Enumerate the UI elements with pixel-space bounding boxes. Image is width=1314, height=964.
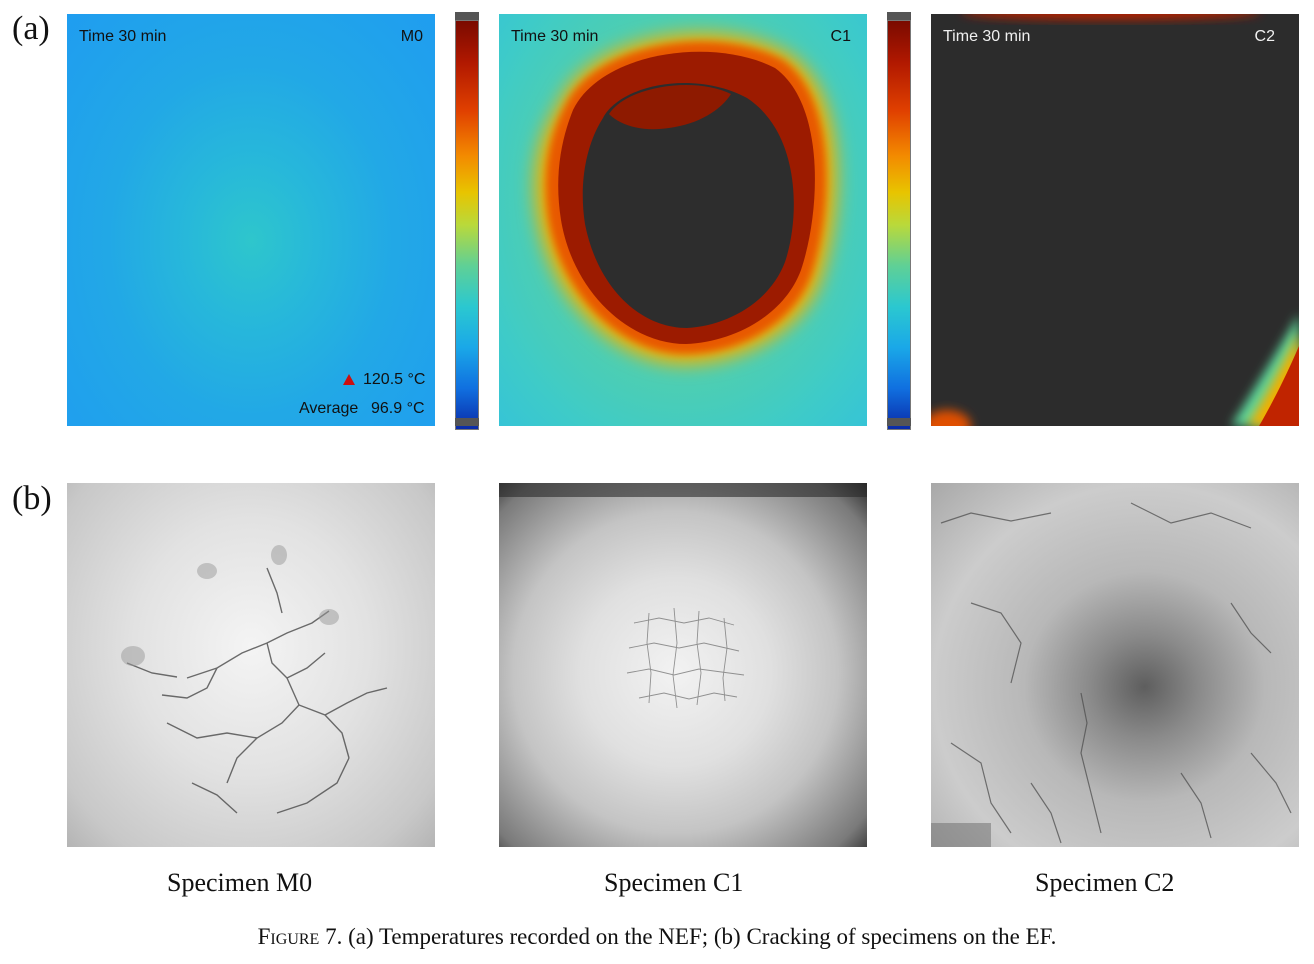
color-scale-bar <box>455 20 479 430</box>
caption-specimen-c1: Specimen C1 <box>604 868 744 897</box>
row-a-label: (a) <box>12 10 50 47</box>
scale-max-cap <box>455 12 479 20</box>
crack-pattern-c2 <box>931 502 1292 847</box>
crack-photo-c2 <box>931 483 1299 847</box>
figure-caption-label: Figure 7. <box>257 924 343 949</box>
thermal-image-m0: Time 30 min M0 120.5 °C Average 96.9 °C <box>67 14 435 426</box>
figure-caption-text: (a) Temperatures recorded on the NEF; (b… <box>342 924 1057 949</box>
crack-photo-c1 <box>499 483 867 847</box>
row-b-label: (b) <box>12 480 52 517</box>
thermal-image-c2: Time 30 min C2 <box>931 14 1299 426</box>
specimen-id-c1: C1 <box>830 28 851 45</box>
figure-caption: Figure 7. (a) Temperatures recorded on t… <box>0 924 1314 950</box>
max-temp-triangle-icon <box>343 374 355 385</box>
scale-min-cap <box>455 418 479 426</box>
caption-specimen-c2: Specimen C2 <box>1035 868 1175 897</box>
caption-specimen-m0: Specimen M0 <box>167 868 313 897</box>
thermal-image-c1: Time 30 min C1 <box>499 14 867 426</box>
specimen-id-m0: M0 <box>400 28 423 45</box>
hot-zone-c1 <box>535 33 837 364</box>
color-scale-bar-2 <box>887 20 911 430</box>
time-label-c2: Time 30 min <box>943 28 1031 45</box>
max-temp-value: 120.5 °C <box>363 371 426 388</box>
time-label-c1: Time 30 min <box>511 28 599 45</box>
specimen-id-c2: C2 <box>1254 28 1275 45</box>
crack-pattern-c1 <box>499 483 867 709</box>
time-label-m0: Time 30 min <box>79 28 167 45</box>
crack-photo-m0 <box>67 483 435 847</box>
scale-min-cap-2 <box>887 418 911 426</box>
scale-max-cap-2 <box>887 12 911 20</box>
hot-zone-c2 <box>931 14 1299 426</box>
average-label: Average <box>299 400 359 417</box>
average-value: 96.9 °C <box>371 400 425 417</box>
crack-pattern-m0 <box>121 545 388 814</box>
